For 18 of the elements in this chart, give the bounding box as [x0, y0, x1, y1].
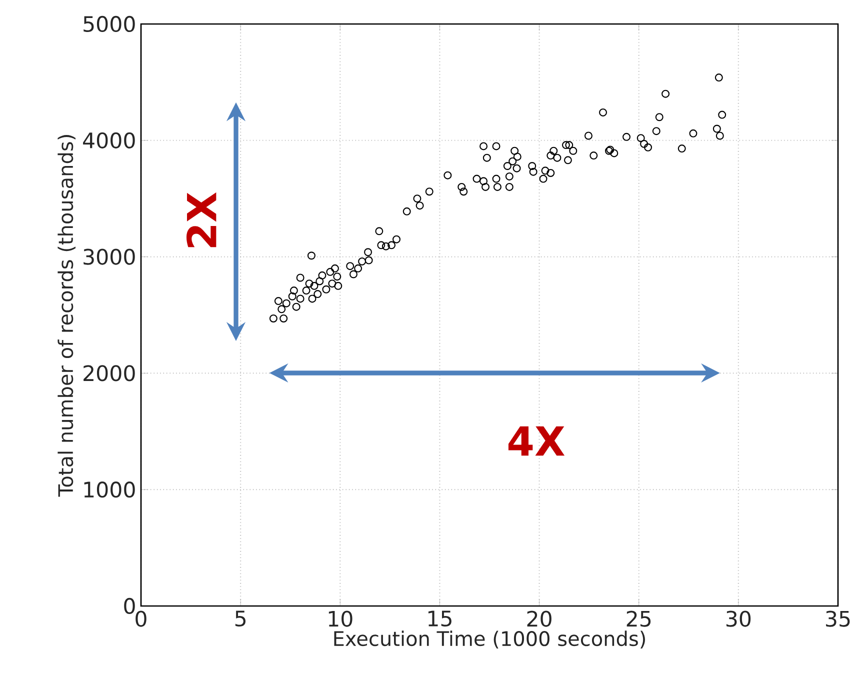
- annotation: 2X: [186, 192, 216, 248]
- y-tick-label: 2000: [84, 365, 135, 382]
- x-tick-label: 25: [626, 610, 651, 627]
- x-tick-label: 0: [136, 610, 146, 627]
- x-tick-label: 15: [428, 610, 452, 627]
- x-axis-title: Execution Time (1000 seconds): [334, 630, 645, 648]
- x-tick-label: 10: [328, 610, 352, 627]
- x-tick-label: 20: [527, 610, 552, 627]
- y-tick-label: 1000: [84, 482, 135, 498]
- x-tick-label: 5: [235, 610, 246, 627]
- y-tick-label: 3000: [84, 248, 135, 265]
- x-tick-label: 30: [726, 610, 751, 627]
- y-tick-label: 0: [124, 598, 135, 614]
- y-axis-title: Total number of records (thousands): [58, 135, 76, 497]
- y-tick-label: 5000: [84, 16, 135, 32]
- annotation: 4X: [508, 426, 565, 456]
- y-tick-label: 4000: [83, 132, 135, 148]
- x-tick-label: 35: [826, 610, 850, 627]
